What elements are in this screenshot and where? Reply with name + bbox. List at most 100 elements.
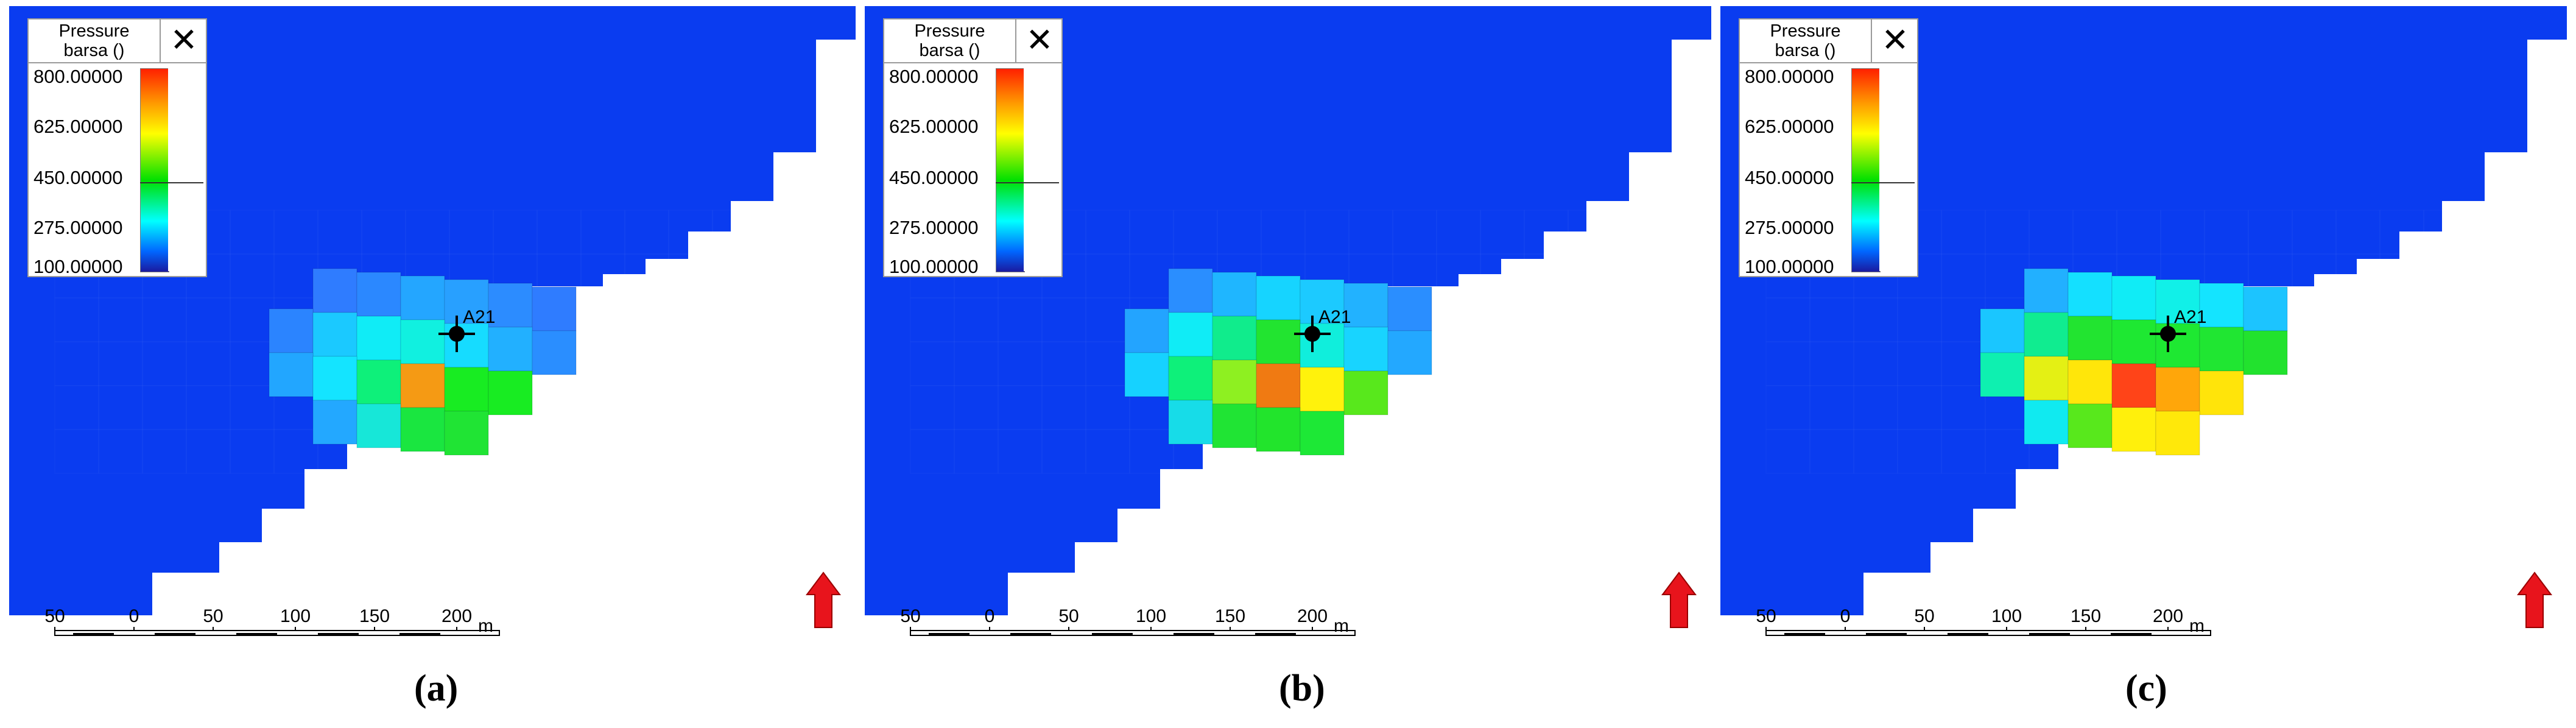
legend-tick-label: 100.00000 — [889, 256, 979, 277]
scale-bar: 50 0 50 100 150 200 m — [44, 606, 500, 636]
legend-body: 800.00000 625.00000 450.00000 275.00000 … — [884, 62, 1061, 276]
pressure-cell — [1980, 308, 2025, 353]
well-label: A21 — [1318, 307, 1351, 327]
legend-tick-label: 800.00000 — [1745, 66, 1834, 87]
pressure-cell — [2111, 407, 2156, 452]
pressure-cell — [2024, 312, 2069, 357]
pressure-cell — [444, 411, 489, 456]
legend-title: Pressure barsa () — [1740, 19, 1871, 62]
red-arrow-up-icon — [806, 571, 841, 628]
pressure-cell — [1124, 308, 1169, 353]
legend-tick-label: 100.00000 — [1745, 256, 1834, 277]
close-icon[interactable]: ✕ — [1871, 19, 1918, 62]
legend-title-line1: Pressure — [1770, 21, 1841, 41]
legend-title-line2: barsa () — [63, 41, 125, 60]
pressure-cell — [1212, 316, 1257, 361]
legend-tick-label: 450.00000 — [1745, 167, 1834, 188]
scale-unit-label: m — [2189, 616, 2205, 636]
scale-tick-label: 50 — [1914, 606, 1934, 626]
scale-unit-label: m — [478, 616, 493, 636]
pressure-cell — [312, 356, 357, 401]
scale-tick-label: 150 — [1215, 606, 1245, 626]
map-panel: A21 Pressure barsa () ✕ 800.00000 625.00… — [9, 0, 862, 728]
pressure-cell — [356, 272, 401, 317]
pressure-cell — [488, 327, 533, 372]
pressure-cell — [1300, 411, 1345, 456]
pressure-cells — [269, 268, 577, 456]
legend-title: Pressure barsa () — [29, 19, 160, 62]
pressure-map: A21 — [1720, 6, 2567, 628]
pressure-cell — [1343, 370, 1388, 415]
scale-tick-label: 0 — [985, 606, 995, 626]
pressure-cell — [2199, 283, 2244, 328]
pressure-cell — [1343, 327, 1388, 372]
scale-tick-label: 100 — [1136, 606, 1166, 626]
pressure-cell — [1212, 403, 1257, 448]
map-panel: A21 Pressure barsa () ✕ 800.00000 625.00… — [865, 0, 1717, 728]
scale-bar-graphic — [1765, 630, 2211, 636]
close-icon[interactable]: ✕ — [1015, 19, 1063, 62]
legend-window: Pressure barsa () ✕ 800.00000 625.00000 … — [883, 18, 1063, 277]
legend-window: Pressure barsa () ✕ 800.00000 625.00000 … — [27, 18, 207, 277]
pressure-cell — [400, 407, 445, 452]
close-icon[interactable]: ✕ — [160, 19, 207, 62]
panel-label: (b) — [1279, 668, 1325, 709]
scale-tick-label: 200 — [1297, 606, 1328, 626]
scale-bar-graphic — [910, 630, 1356, 636]
pressure-map: A21 — [9, 6, 856, 628]
pressure-cell — [444, 279, 489, 324]
red-arrow-up-icon — [1661, 571, 1697, 628]
legend-blank — [168, 68, 203, 271]
pressure-cell — [269, 308, 314, 353]
pressure-cell — [2067, 403, 2113, 448]
legend-marker-line — [996, 182, 1059, 183]
scale-tick-label: 0 — [129, 606, 139, 626]
pressure-cell — [1256, 407, 1301, 452]
pressure-cell — [2111, 319, 2156, 364]
scale-unit-label: m — [1334, 616, 1349, 636]
pressure-cell — [2024, 356, 2069, 401]
pressure-cell — [1168, 268, 1213, 313]
pressure-cell — [2199, 370, 2244, 415]
pressure-map: A21 — [865, 6, 1711, 628]
pressure-cell — [1256, 275, 1301, 320]
pressure-cell — [444, 367, 489, 412]
pressure-cell — [269, 352, 314, 397]
legend-title-line1: Pressure — [58, 21, 130, 41]
red-arrow-up-icon — [2517, 571, 2552, 628]
pressure-cell — [532, 286, 577, 331]
legend-tick-label: 625.00000 — [33, 116, 123, 137]
pressure-cell — [2067, 316, 2113, 361]
legend-tick-label: 275.00000 — [33, 217, 123, 238]
pressure-cell — [1300, 279, 1345, 324]
pressure-cell — [400, 319, 445, 364]
pressure-cell — [1256, 363, 1301, 408]
legend-marker-line — [1851, 182, 1915, 183]
scale-tick-label: 50 — [203, 606, 223, 626]
well-icon[interactable] — [1294, 316, 1331, 352]
pressure-cell — [1168, 356, 1213, 401]
legend-tick-label: 625.00000 — [1745, 116, 1834, 137]
pressure-cell — [356, 403, 401, 448]
pressure-cell — [1256, 319, 1301, 364]
legend-tick-label: 800.00000 — [33, 66, 123, 87]
pressure-cell — [2067, 359, 2113, 405]
pressure-cell — [1300, 367, 1345, 412]
pressure-cell — [1387, 286, 1432, 331]
pressure-cell — [1980, 352, 2025, 397]
pressure-cell — [312, 400, 357, 445]
pressure-cell — [356, 359, 401, 405]
legend-tick-label: 800.00000 — [889, 66, 979, 87]
pressure-cells — [1980, 268, 2288, 456]
scale-tick-label: 100 — [1991, 606, 2022, 626]
pressure-cell — [1212, 272, 1257, 317]
well-icon[interactable] — [2150, 316, 2186, 352]
pressure-cell — [2024, 268, 2069, 313]
legend-window: Pressure barsa () ✕ 800.00000 625.00000 … — [1739, 18, 1918, 277]
pressure-cell — [2155, 367, 2200, 412]
legend-tick-label: 450.00000 — [33, 167, 123, 188]
panel-label: (c) — [2125, 668, 2167, 709]
legend-title-line2: barsa () — [919, 41, 980, 60]
panel-label: (a) — [414, 668, 459, 709]
well-icon[interactable] — [438, 316, 475, 352]
